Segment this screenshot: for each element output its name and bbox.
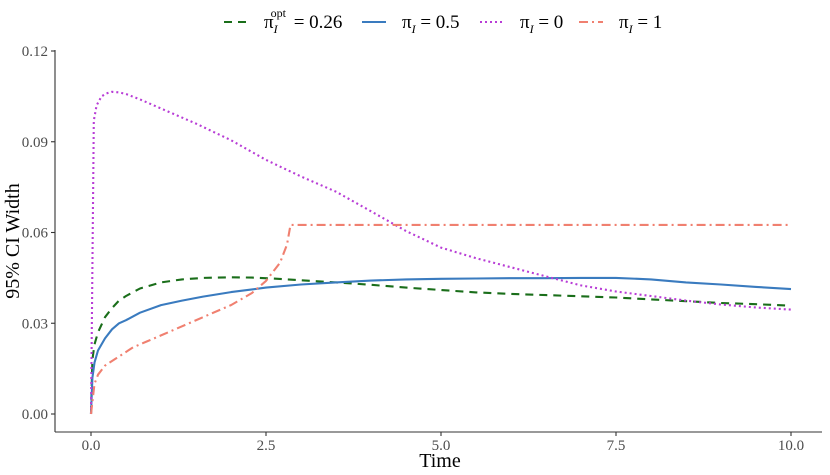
x-tick-label: 10.0 [778, 438, 804, 454]
y-axis-title: 95% CI Width [2, 183, 24, 299]
x-axis-title: Time [419, 450, 461, 472]
y-tick-label: 0.00 [22, 407, 48, 423]
legend-label-3: πI = 0 [520, 12, 563, 36]
y-tick-label: 0.06 [22, 226, 49, 242]
legend-label-2: πI = 0.5 [402, 12, 460, 36]
x-tick-label: 0.0 [82, 438, 101, 454]
x-tick-label: 7.5 [607, 438, 626, 454]
plot-area: 0.00 0.03 0.06 0.09 0.12 0.0 2.5 5.0 7.5 10.0 [22, 44, 822, 454]
legend-label-1: πIopt = 0.26 [264, 6, 342, 36]
x-axis-ticks: 0.0 2.5 5.0 7.5 10.0 [82, 432, 804, 454]
series-line-2 [89, 276, 792, 415]
y-tick-label: 0.09 [22, 135, 48, 151]
series-line-3 [89, 90, 792, 415]
x-tick-label: 5.0 [432, 438, 451, 454]
legend-label-4: πI = 1 [619, 12, 662, 36]
legend: πIopt = 0.26 πI = 0.5 πI = 0 πI = 1 [224, 6, 662, 36]
series-lines [89, 90, 792, 415]
x-tick-label: 2.5 [257, 438, 276, 454]
y-tick-label: 0.03 [22, 316, 48, 332]
y-tick-label: 0.12 [22, 44, 48, 60]
y-axis-ticks: 0.00 0.03 0.06 0.09 0.12 [22, 44, 55, 423]
series-line-4 [89, 223, 791, 415]
